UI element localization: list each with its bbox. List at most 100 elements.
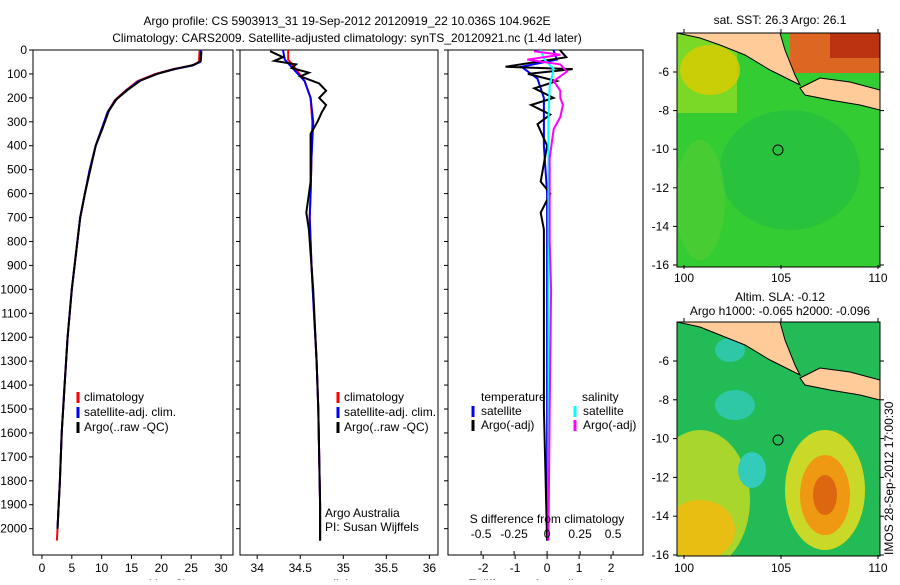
series-line-climatology [287,50,322,541]
x-tick-label: 0 [39,561,46,575]
series-line-salinity-satellite [539,49,555,541]
x-tick-label: 25 [185,561,199,575]
series-line-argo-raw-qc- [56,51,203,529]
profile-panel-1: 0100200300400500600700800900100011001200… [0,43,234,585]
s-axis-label: S difference from climatology [470,512,625,526]
x-tick-label: -1 [510,561,521,575]
map-y-tick-label: -6 [658,65,669,79]
x-tick-label: 15 [125,561,139,575]
map-x-tick-label: 100 [674,271,694,285]
y-tick-label: 1600 [0,426,27,440]
title-line-1: Argo profile: CS 5903913_31 19-Sep-2012 … [144,14,551,28]
x-tick-label: 20 [155,561,169,575]
series-line-climatology [55,49,201,541]
map-x-tick-label: 100 [674,561,694,575]
series-line-satellite-adj-clim- [56,49,202,529]
s-tick-label: -0.5 [471,527,492,541]
legend-label: Argo(..raw -QC) [84,420,169,434]
map-y-tick-label: -14 [652,509,670,523]
legend-label: satellite-adj. clim. [344,405,436,419]
series-line-argo-raw-qc- [269,50,328,541]
x-tick-label: 5 [68,561,75,575]
map-y-tick-label: -8 [658,104,669,118]
y-tick-label: 1800 [0,474,27,488]
y-tick-label: 1300 [0,354,27,368]
y-tick-label: 1100 [1,306,27,320]
y-tick-label: 1900 [0,498,27,512]
x-tick-label: 35 [337,561,351,575]
sla-map [677,322,880,556]
legend-label: climatology [84,390,144,404]
map-y-tick-label: -12 [652,181,670,195]
plot-frame [239,49,439,556]
map-y-tick-label: -16 [652,548,670,562]
sst-map-title: sat. SST: 26.3 Argo: 26.1 [714,13,847,27]
series-line-salinity-argo-adj- [527,50,569,541]
y-tick-label: 400 [7,139,27,153]
sla-map-title-2: Argo h1000: -0.065 h2000: -0.096 [690,304,870,318]
x-tick-label: 2 [608,561,615,575]
legend-label: climatology [344,390,404,404]
y-tick-label: 700 [7,211,27,225]
legend-label: Argo(-adj) [481,418,534,432]
legend-label: Argo(..raw -QC) [344,420,429,434]
x-tick-label: 36 [423,561,437,575]
map-y-tick-label: -12 [652,470,670,484]
x-tick-label: -2 [478,561,489,575]
map-y-tick-label: -6 [658,354,669,368]
s-tick-label: -0.25 [500,527,528,541]
y-tick-label: 200 [7,91,27,105]
argo-location-marker [772,434,784,446]
y-tick-label: 0 [20,43,27,57]
argo-location-marker [772,144,784,156]
y-tick-label: 500 [7,163,27,177]
title-line-2: Climatology: CARS2009. Satellite-adjuste… [112,31,582,45]
y-tick-label: 2000 [0,522,27,536]
y-tick-label: 1000 [0,282,27,296]
map-y-tick-label: -10 [652,432,670,446]
y-tick-label: 300 [7,115,27,129]
legend-label: Argo(-adj) [583,418,636,432]
map-x-tick-label: 105 [771,561,791,575]
y-tick-label: 1400 [0,378,27,392]
map-x-tick-label: 110 [868,561,887,575]
y-tick-label: 100 [7,67,27,81]
profile-panel-2: 3434.53535.536salinityclimatologysatelli… [236,49,439,585]
y-tick-label: 1200 [0,330,27,344]
series-line-satellite-adj-clim- [282,49,322,541]
x-tick-label: 1 [576,561,583,575]
legend-label: satellite-adj. clim. [84,405,176,419]
plot-frame [447,49,644,556]
y-tick-label: 1700 [0,450,27,464]
s-tick-label: 0.25 [568,527,592,541]
y-tick-label: 900 [7,258,27,272]
x-tick-label: 10 [95,561,109,575]
plot-frame [32,49,234,556]
x-tick-label: 30 [214,561,228,575]
legend-header-salinity: salinity [582,390,619,404]
map-x-tick-label: 105 [771,271,791,285]
y-tick-label: 800 [7,234,27,248]
land-java [799,77,880,111]
y-tick-label: 600 [7,187,27,201]
annotation-line-1: Argo Australia [325,506,400,520]
sst-map [677,33,880,267]
series-line-temperature-argo-adj- [505,49,573,541]
annotation-line-2: PI: Susan Wijffels [325,520,419,534]
s-tick-label: 0 [544,527,551,541]
s-tick-label: 0.5 [605,527,622,541]
map-y-tick-label: -8 [658,393,669,407]
y-tick-label: 1500 [0,402,27,416]
x-tick-label: 35.5 [375,561,399,575]
map-y-tick-label: -14 [652,219,670,233]
imos-stamp: IMOS 28-Sep-2012 17:00:30 [882,401,896,555]
sla-map-title-1: Altim. SLA: -0.12 [735,290,825,304]
legend-header-temperature: temperature [481,390,546,404]
legend-label: satellite [583,404,624,418]
legend-label: satellite [481,404,522,418]
map-y-tick-label: -10 [652,142,670,156]
map-x-tick-label: 110 [868,271,887,285]
x-tick-label: 34.5 [289,561,313,575]
land-sumatra [677,33,802,87]
